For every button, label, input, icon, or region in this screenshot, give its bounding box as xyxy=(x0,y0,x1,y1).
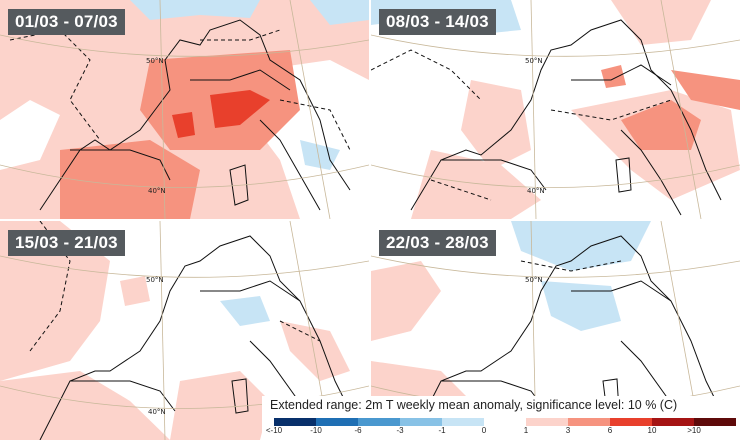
lat-label-40n: 40°N xyxy=(148,187,166,195)
lat-label-50n: 50°N xyxy=(146,57,164,65)
anomaly-map-week1 xyxy=(0,0,369,219)
panel-divider-horizontal xyxy=(0,219,740,221)
legend-tick-label: 6 xyxy=(607,426,613,435)
period-label: 22/03 - 28/03 xyxy=(379,230,496,256)
legend-swatch xyxy=(652,418,694,426)
anomaly-map-week2 xyxy=(371,0,740,219)
legend-tick-label: 3 xyxy=(565,426,571,435)
legend-tick-label: -3 xyxy=(396,426,404,435)
legend-tick-label: 10 xyxy=(647,426,657,435)
lat-label-50n: 50°N xyxy=(146,276,164,284)
period-label: 08/03 - 14/03 xyxy=(379,9,496,35)
color-legend: Extended range: 2m T weekly mean anomaly… xyxy=(262,396,740,440)
lat-label-40n: 40°N xyxy=(148,408,166,416)
map-panel-week2: 08/03 - 14/03 50°N 40°N xyxy=(371,0,740,219)
lat-label-40n: 40°N xyxy=(527,187,545,195)
legend-color-bar xyxy=(274,418,736,426)
legend-swatch xyxy=(358,418,400,426)
legend-swatch xyxy=(484,418,526,426)
legend-title: Extended range: 2m T weekly mean anomaly… xyxy=(270,398,678,412)
legend-tick-label: 0 xyxy=(481,426,487,435)
legend-swatch xyxy=(610,418,652,426)
lat-label-50n: 50°N xyxy=(525,57,543,65)
legend-swatch xyxy=(568,418,610,426)
map-panel-week1: 01/03 - 07/03 50°N 40°N xyxy=(0,0,369,219)
legend-tick-label: -10 xyxy=(310,426,322,435)
legend-swatch xyxy=(694,418,736,426)
legend-tick-labels: <-10 -10 -6 -3 -1 0 1 3 6 10 >10 xyxy=(262,426,740,438)
period-label: 01/03 - 07/03 xyxy=(8,9,125,35)
period-label: 15/03 - 21/03 xyxy=(8,230,125,256)
legend-tick-label: -1 xyxy=(438,426,446,435)
legend-swatch xyxy=(274,418,316,426)
legend-tick-label: 1 xyxy=(523,426,529,435)
lat-label-50n: 50°N xyxy=(525,276,543,284)
legend-swatch xyxy=(526,418,568,426)
legend-tick-label: -6 xyxy=(354,426,362,435)
legend-tick-label: <-10 xyxy=(265,426,283,435)
legend-swatch xyxy=(400,418,442,426)
legend-swatch xyxy=(442,418,484,426)
legend-tick-label: >10 xyxy=(687,426,701,435)
legend-swatch xyxy=(316,418,358,426)
